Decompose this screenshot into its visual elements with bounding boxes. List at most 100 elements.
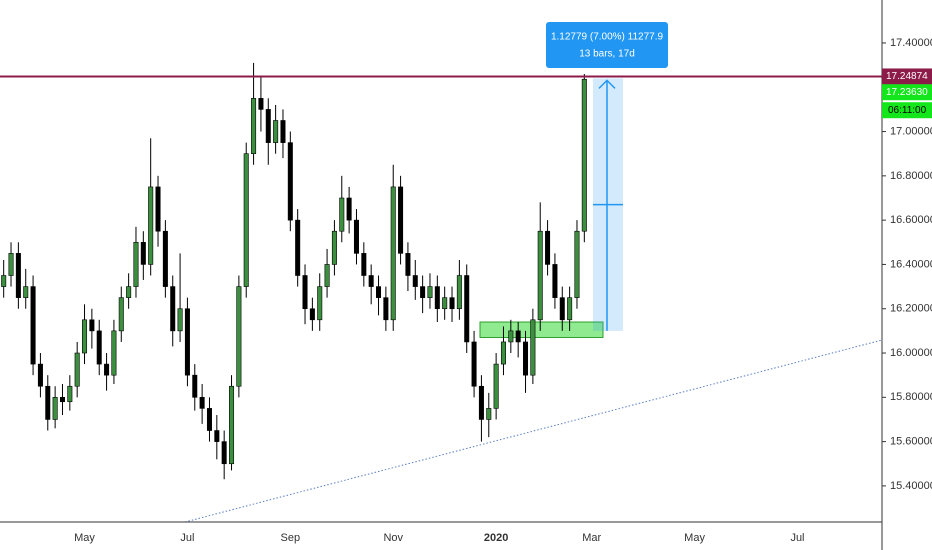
candle-body	[280, 120, 286, 143]
x-tick-label: 2020	[484, 532, 508, 544]
countdown-bg	[882, 102, 932, 119]
candle-body	[478, 385, 484, 420]
candle-body	[493, 363, 499, 409]
last-price-bg	[882, 84, 932, 101]
level-label-bg	[882, 68, 932, 85]
candle-body	[405, 253, 411, 276]
candle-body	[309, 308, 315, 321]
candle-body	[500, 341, 506, 365]
candle-body	[317, 286, 323, 321]
candle-body	[1, 275, 7, 287]
candle-body	[243, 153, 249, 287]
x-tick-label: May	[684, 532, 705, 544]
y-tick-label: 15.80000	[890, 391, 932, 403]
candle-body	[15, 253, 21, 298]
measure-tooltip	[546, 22, 668, 68]
y-tick-label: 17.40000	[890, 37, 932, 49]
candle-body	[229, 385, 235, 465]
candle-body	[412, 275, 418, 287]
candle-body	[530, 319, 536, 376]
candle-body	[52, 397, 58, 420]
candle-body	[471, 341, 477, 387]
candle-body	[192, 374, 198, 398]
measure-arrowhead	[598, 79, 616, 89]
y-tick-label: 16.60000	[890, 214, 932, 226]
candle-body	[295, 219, 301, 276]
candle-body	[383, 297, 389, 321]
candle-body	[346, 197, 352, 221]
candle-body	[30, 286, 36, 365]
candle-body	[324, 264, 330, 287]
x-tick-label: Jul	[790, 532, 804, 544]
candle-body	[339, 197, 345, 232]
candle-body	[206, 408, 212, 431]
candle-body	[361, 253, 367, 276]
candle-body	[302, 275, 308, 310]
countdown-label: 06:11:00	[888, 105, 927, 116]
candle-body	[111, 330, 117, 376]
candle-body	[273, 120, 279, 143]
candle-body	[118, 297, 124, 332]
candle-body	[390, 186, 396, 321]
candle-body	[221, 441, 227, 465]
candle-body	[265, 109, 271, 143]
x-tick-label: Jul	[180, 532, 194, 544]
candle-body	[177, 308, 183, 332]
candle-body	[427, 286, 433, 298]
candle-body	[214, 430, 220, 442]
candle-body	[89, 319, 95, 332]
candle-body	[456, 275, 462, 310]
candle-body	[59, 397, 65, 403]
candle-body	[581, 78, 587, 232]
measure-text: 1.12779 (7.00%) 11277.9	[551, 32, 664, 43]
candle-body	[162, 230, 168, 287]
candle-body	[236, 286, 242, 387]
candle-body	[376, 286, 382, 298]
candle-body	[104, 363, 110, 376]
candle-body	[148, 186, 154, 265]
candle-body	[508, 330, 514, 343]
candle-body	[368, 275, 374, 287]
trend-line	[184, 339, 883, 523]
y-tick-label: 16.20000	[890, 303, 932, 315]
x-tick-label: Nov	[383, 532, 403, 544]
candle-body	[442, 297, 448, 310]
y-tick-label: 15.60000	[890, 436, 932, 448]
candle-body	[486, 408, 492, 420]
candle-body	[574, 230, 580, 298]
candle-body	[133, 241, 139, 287]
candle-body	[537, 230, 543, 321]
candle-body	[331, 230, 337, 265]
candle-body	[515, 330, 521, 343]
y-tick-label: 16.40000	[890, 258, 932, 270]
candle-body	[464, 275, 470, 343]
candle-body	[449, 297, 455, 310]
candle-body	[96, 330, 102, 365]
candle-body	[353, 219, 359, 254]
candle-body	[199, 397, 205, 409]
candle-body	[8, 253, 14, 276]
candle-body	[258, 98, 264, 110]
candle-body	[434, 286, 440, 310]
x-tick-label: Sep	[281, 532, 301, 544]
candle-body	[126, 286, 132, 298]
candle-body	[567, 297, 573, 321]
candle-body	[184, 308, 190, 376]
candle-body	[170, 286, 176, 332]
candle-body	[420, 286, 426, 298]
candle-body	[45, 385, 51, 420]
candle-body	[251, 98, 257, 154]
candle-body	[23, 286, 29, 298]
candle-body	[552, 264, 558, 298]
candle-body	[74, 352, 80, 387]
candle-body	[140, 241, 146, 265]
last-price-label: 17.23630	[886, 87, 928, 98]
x-tick-label: Mar	[582, 532, 601, 544]
level-label: 17.24874	[886, 71, 928, 82]
candle-body	[155, 186, 161, 232]
candle-body	[398, 186, 404, 254]
candle-body	[82, 319, 88, 354]
candle-body	[37, 363, 43, 387]
measure-text: 13 bars, 17d	[579, 49, 635, 60]
